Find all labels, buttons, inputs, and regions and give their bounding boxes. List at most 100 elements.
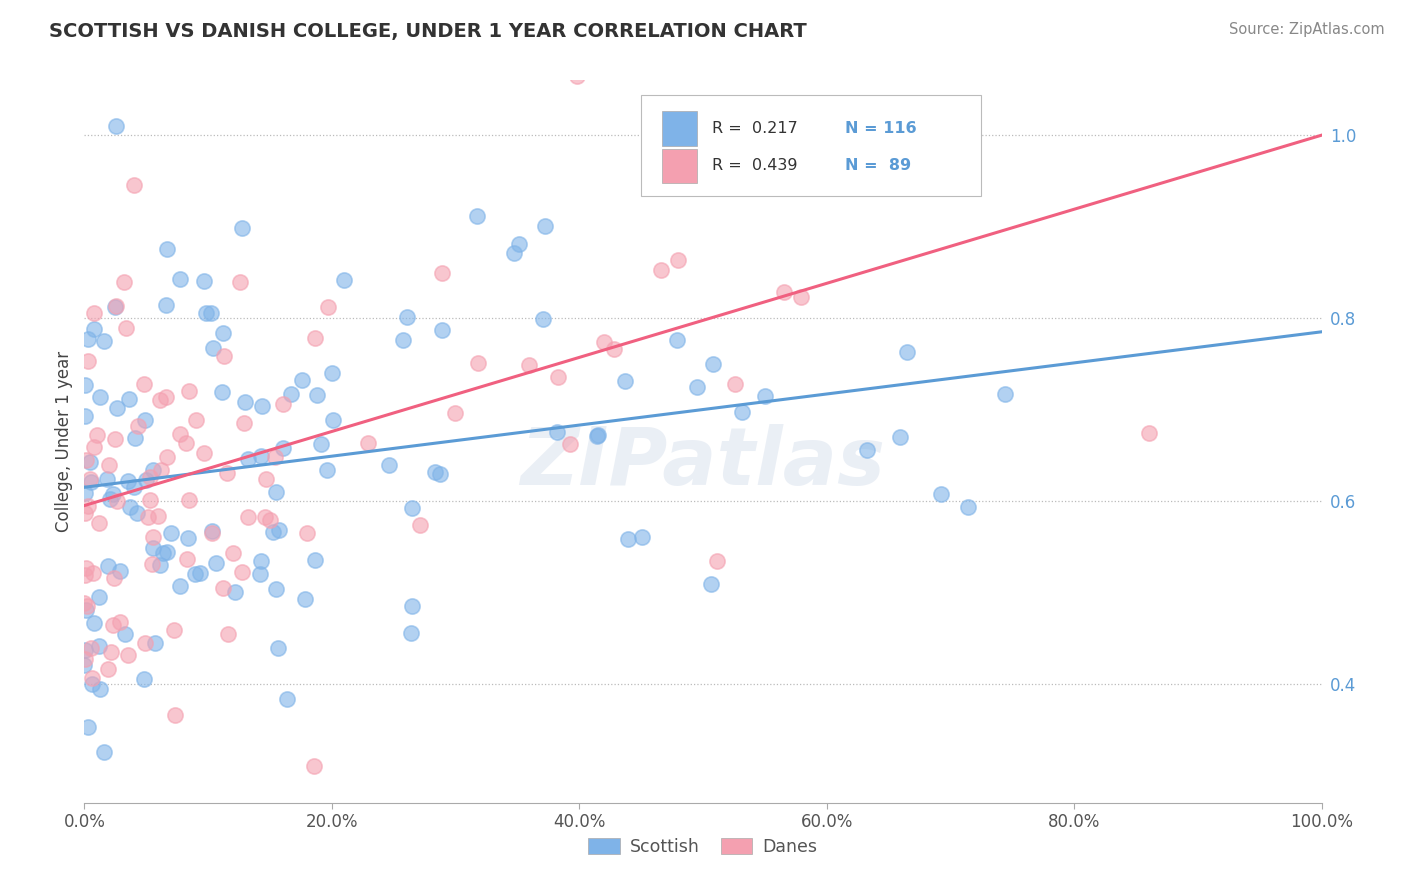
Point xyxy=(104,299,127,313)
Point xyxy=(271,442,294,456)
Point xyxy=(304,553,326,567)
Point xyxy=(184,413,207,427)
Point xyxy=(136,510,159,524)
Point xyxy=(76,500,98,514)
Point xyxy=(156,450,179,465)
Point xyxy=(83,440,105,454)
Point xyxy=(202,341,225,355)
Point xyxy=(83,305,105,319)
Point xyxy=(80,640,103,655)
Point xyxy=(155,298,177,312)
Point xyxy=(86,427,108,442)
Point xyxy=(124,431,146,445)
Point xyxy=(134,413,156,427)
Point xyxy=(73,658,96,673)
Point xyxy=(193,274,215,288)
Point xyxy=(229,275,252,289)
Point xyxy=(132,672,155,686)
Point xyxy=(686,379,709,393)
Point xyxy=(724,377,747,392)
Point xyxy=(430,267,453,281)
Point xyxy=(264,450,287,465)
Point xyxy=(169,579,191,593)
Point xyxy=(93,334,115,348)
Point xyxy=(101,617,124,632)
Point xyxy=(264,582,287,596)
Point xyxy=(231,221,253,235)
Point xyxy=(149,393,172,408)
Point xyxy=(155,390,177,404)
Point xyxy=(141,557,163,571)
Point xyxy=(77,720,100,734)
Point xyxy=(114,626,136,640)
Point xyxy=(177,532,200,546)
Point xyxy=(177,384,200,399)
Point xyxy=(169,272,191,286)
Point xyxy=(165,707,187,722)
Point xyxy=(534,219,557,233)
Point xyxy=(333,273,356,287)
Point xyxy=(139,470,162,484)
Point xyxy=(169,426,191,441)
Point xyxy=(156,242,179,256)
Point xyxy=(250,400,273,414)
Point xyxy=(233,416,256,430)
Point xyxy=(269,523,291,537)
Point xyxy=(188,566,211,580)
Point xyxy=(304,759,326,773)
Point xyxy=(322,413,344,427)
Point xyxy=(250,449,273,463)
Point xyxy=(75,561,97,575)
Point xyxy=(184,566,207,581)
Point xyxy=(259,513,281,527)
Point xyxy=(201,525,224,540)
Point xyxy=(233,394,256,409)
Point xyxy=(73,486,96,500)
Point xyxy=(73,596,96,610)
Point xyxy=(179,492,201,507)
Point xyxy=(79,455,101,469)
Text: N =  89: N = 89 xyxy=(845,159,911,173)
Point xyxy=(160,525,183,540)
Point xyxy=(148,509,170,524)
Point xyxy=(96,472,118,486)
Text: N = 116: N = 116 xyxy=(845,121,917,136)
Point xyxy=(617,533,640,547)
Point xyxy=(429,467,451,481)
Point xyxy=(700,577,723,591)
Point xyxy=(73,378,96,392)
FancyBboxPatch shape xyxy=(641,95,981,196)
Point xyxy=(87,639,110,653)
Point xyxy=(929,487,952,501)
Point xyxy=(211,581,233,595)
Point xyxy=(307,388,329,402)
Point xyxy=(115,321,138,335)
Point xyxy=(266,485,288,500)
Point xyxy=(231,565,253,579)
Point xyxy=(76,599,98,613)
Point xyxy=(309,437,332,451)
Point xyxy=(706,554,728,568)
Point xyxy=(731,405,754,419)
Point xyxy=(789,290,811,304)
Point xyxy=(425,465,447,479)
Point xyxy=(156,545,179,559)
Point xyxy=(104,300,127,314)
Point xyxy=(100,644,122,658)
Point xyxy=(395,310,418,324)
Point xyxy=(152,546,174,560)
Point xyxy=(75,453,97,467)
Point xyxy=(200,306,222,320)
Point xyxy=(211,385,233,400)
Point xyxy=(236,509,259,524)
Point xyxy=(104,119,127,133)
FancyBboxPatch shape xyxy=(662,112,697,145)
Text: Source: ZipAtlas.com: Source: ZipAtlas.com xyxy=(1229,22,1385,37)
Point xyxy=(82,566,104,580)
Point xyxy=(132,376,155,391)
Point xyxy=(105,401,128,416)
Point xyxy=(75,603,97,617)
Point xyxy=(297,526,319,541)
Point xyxy=(174,435,197,450)
Point xyxy=(294,591,316,606)
